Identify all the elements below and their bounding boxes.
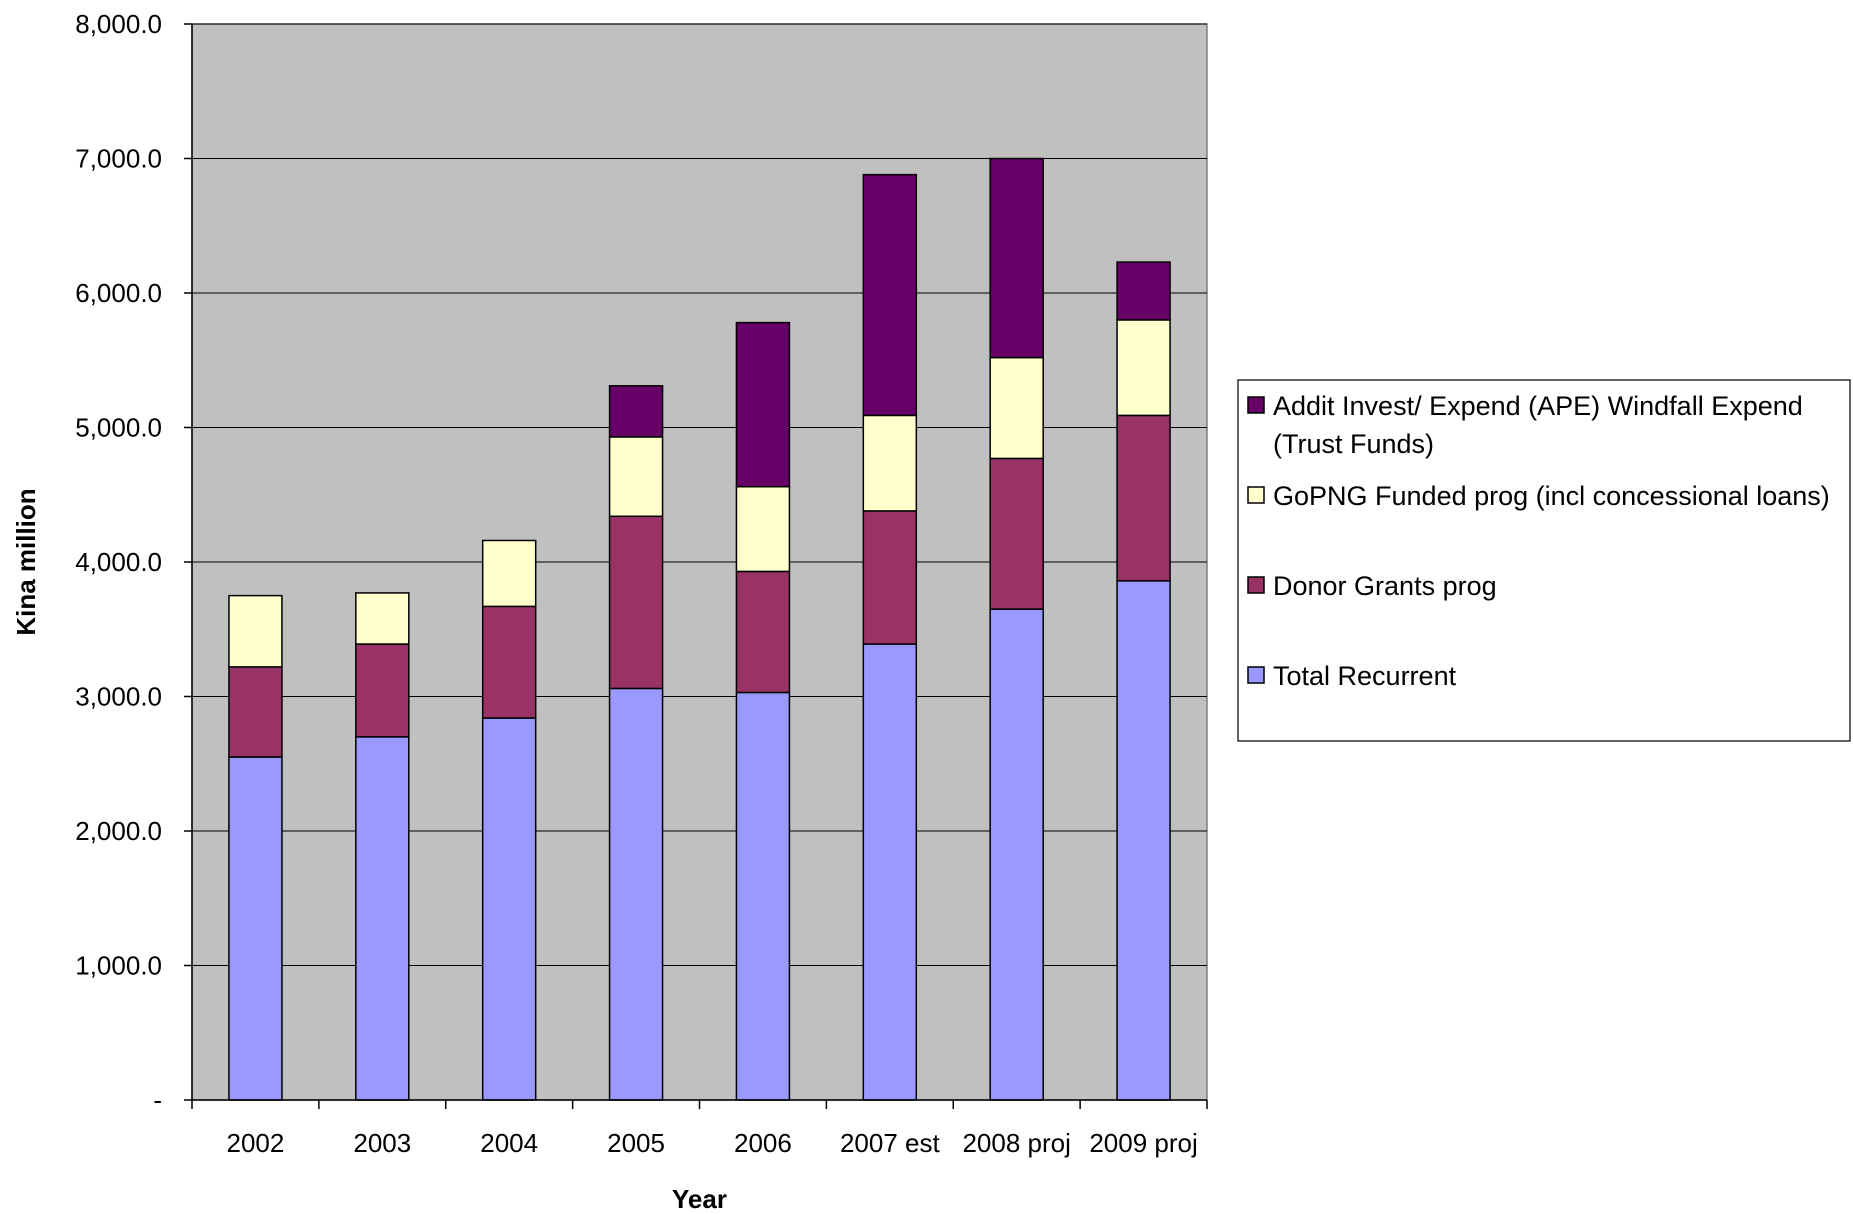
bar-segment xyxy=(608,687,664,1101)
legend-label: (Trust Funds) xyxy=(1273,429,1434,459)
x-tick-label: 2007 est xyxy=(840,1128,941,1158)
y-tick-label: 5,000.0 xyxy=(75,413,162,443)
bar-segment xyxy=(735,321,791,488)
bar-segment xyxy=(228,756,283,1101)
bar-segment xyxy=(608,515,664,690)
bar-segment xyxy=(735,570,791,694)
x-tick-label: 2008 proj xyxy=(962,1128,1070,1158)
x-tick-label: 2006 xyxy=(734,1128,792,1158)
bar-segment xyxy=(355,592,410,645)
y-tick-label: 2,000.0 xyxy=(75,816,162,846)
bar-segment xyxy=(989,608,1044,1101)
bar-segment xyxy=(481,717,537,1101)
x-tick-label: 2002 xyxy=(227,1128,285,1158)
x-tick-labels: 2002 2003 2004 2005 2006 2007 est 2008 proj 200… xyxy=(227,1128,1198,1158)
legend-label: GoPNG Funded prog (incl concessional loa… xyxy=(1273,481,1830,511)
y-tick-label: 6,000.0 xyxy=(75,278,162,308)
y-tick-labels: - 1,000.0 2,000.0 3,000.0 4,000.0 5,000.0 6,00… xyxy=(75,9,162,1115)
x-tick-label: 2004 xyxy=(480,1128,538,1158)
y-tick-label: - xyxy=(153,1085,162,1115)
y-tick-label: 3,000.0 xyxy=(75,682,162,712)
bars xyxy=(228,157,1171,1101)
legend-swatch xyxy=(1247,576,1265,594)
bar-segment xyxy=(735,691,791,1101)
x-tick-label: 2009 proj xyxy=(1089,1128,1197,1158)
bar-segment xyxy=(355,643,410,738)
legend-swatch xyxy=(1247,666,1265,684)
x-tick-label: 2003 xyxy=(353,1128,411,1158)
bar-segment xyxy=(608,436,664,518)
x-axis-title: Year xyxy=(672,1184,727,1214)
x-tick-label: 2005 xyxy=(607,1128,665,1158)
bar-segment xyxy=(862,510,918,645)
bar-segment xyxy=(1116,319,1171,417)
bar-segment xyxy=(228,666,283,758)
bar-segment xyxy=(228,594,283,668)
bar-segment xyxy=(989,457,1044,610)
y-tick-label: 7,000.0 xyxy=(75,144,162,174)
bar-segment xyxy=(355,736,410,1101)
legend-box xyxy=(1237,379,1851,742)
bar-segment xyxy=(1116,580,1171,1101)
bar-segment xyxy=(1116,261,1171,321)
bar-segment xyxy=(862,173,918,417)
bar-segment xyxy=(862,643,918,1101)
y-axis-title: Kina million xyxy=(11,488,41,635)
legend: Addit Invest/ Expend (APE) Windfall Expe… xyxy=(1237,379,1851,742)
legend-swatch xyxy=(1247,486,1265,504)
y-tick-label: 8,000.0 xyxy=(75,9,162,39)
legend-label: Total Recurrent xyxy=(1273,661,1457,691)
axes xyxy=(184,23,1208,1109)
legend-label: Addit Invest/ Expend (APE) Windfall Expe… xyxy=(1273,391,1803,421)
bar-segment xyxy=(989,157,1044,359)
bar-segment xyxy=(481,539,537,608)
bar-segment xyxy=(862,414,918,512)
bar-segment xyxy=(1116,414,1171,582)
bar-segment xyxy=(735,485,791,573)
legend-swatch xyxy=(1247,396,1265,414)
bar-segment xyxy=(608,385,664,438)
legend-label: Donor Grants prog xyxy=(1273,571,1497,601)
bar-segment xyxy=(989,356,1044,460)
y-tick-label: 1,000.0 xyxy=(75,951,162,981)
y-tick-label: 4,000.0 xyxy=(75,547,162,577)
bar-segment xyxy=(481,605,537,719)
